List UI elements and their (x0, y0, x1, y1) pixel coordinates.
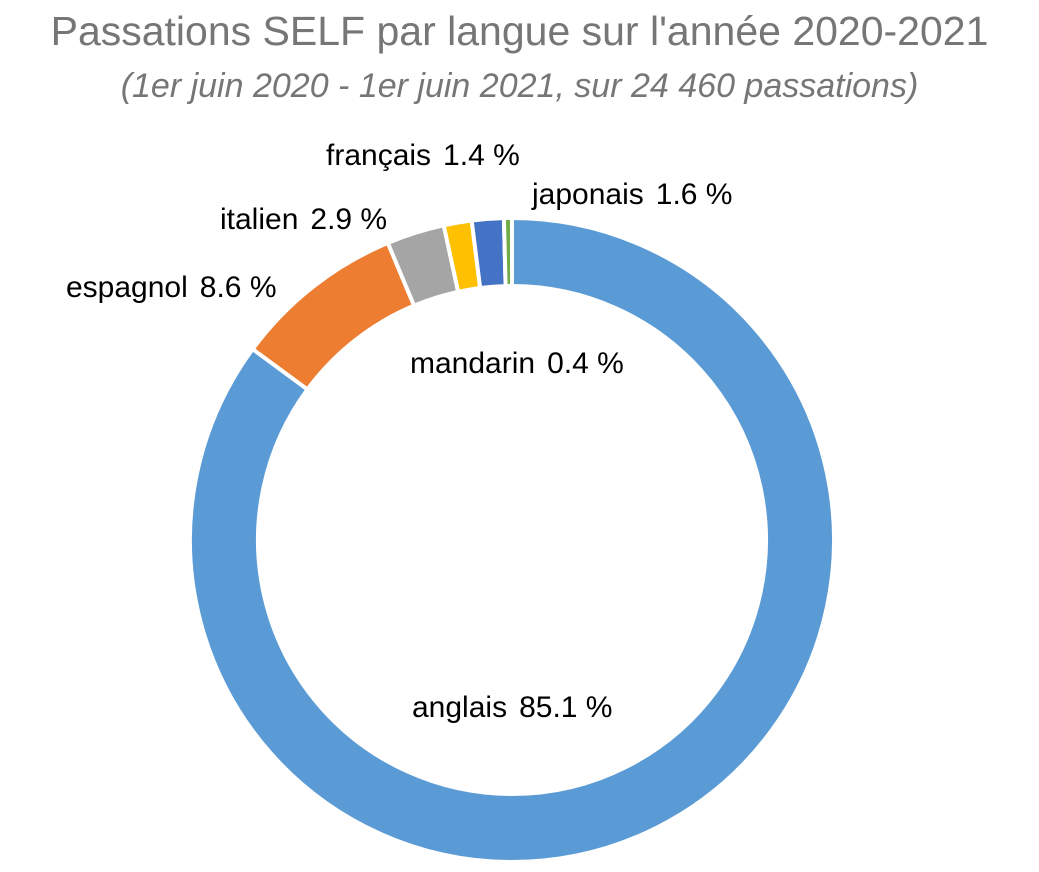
slice-espagnol (249, 240, 417, 393)
label-francais-name: français (326, 139, 432, 172)
label-espagnol-name: espagnol (66, 271, 188, 304)
label-francais: français 1.4 % (326, 138, 520, 174)
chart-subtitle: (1er juin 2020 - 1er juin 2021, sur 24 4… (120, 67, 919, 105)
label-anglais-value: 85.1 % (519, 691, 613, 724)
label-espagnol: espagnol 8.6 % (66, 270, 277, 306)
label-anglais: anglais 85.1 % (412, 690, 612, 726)
label-francais-value: 1.4 % (443, 139, 520, 172)
label-espagnol-value: 8.6 % (199, 271, 277, 304)
label-mandarin: mandarin 0.4 % (410, 346, 624, 382)
label-anglais-name: anglais (412, 691, 508, 724)
label-italien-name: italien (220, 203, 299, 236)
label-japonais-value: 1.6 % (655, 178, 733, 211)
slice-anglais (188, 215, 836, 864)
slice-mandarin (501, 215, 514, 289)
label-mandarin-value: 0.4 % (547, 347, 624, 380)
label-japonais-name: japonais (532, 178, 644, 211)
label-italien-value: 2.9 % (310, 203, 388, 236)
label-italien: italien 2.9 % (220, 202, 387, 238)
label-mandarin-name: mandarin (410, 347, 536, 380)
label-japonais: japonais 1.6 % (532, 177, 732, 213)
chart-title: Passations SELF par langue sur l'année 2… (50, 8, 989, 54)
